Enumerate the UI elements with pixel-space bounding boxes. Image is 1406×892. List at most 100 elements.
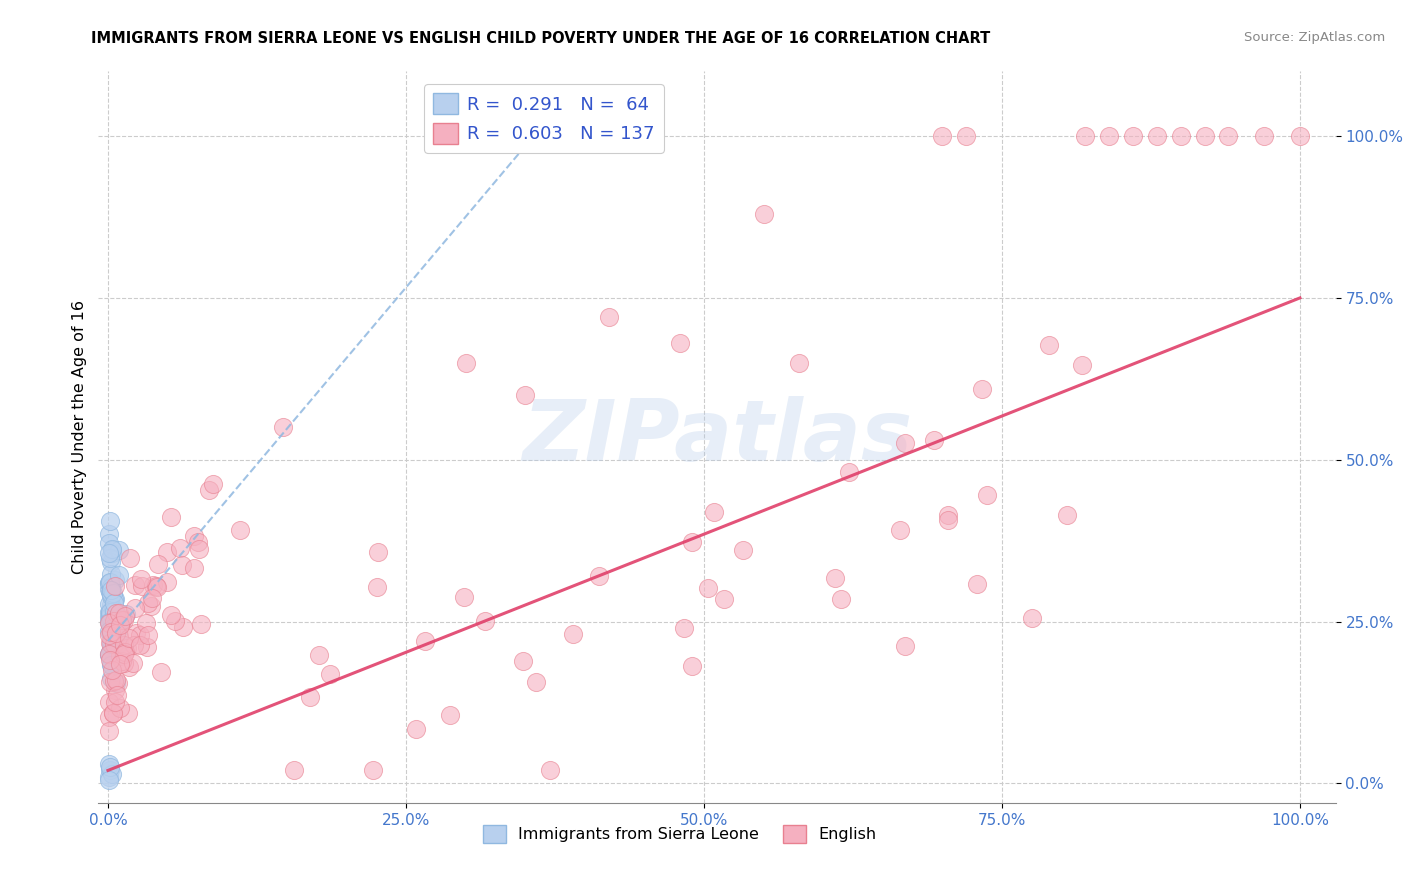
Point bbox=[108, 606, 131, 620]
Point bbox=[101, 706, 124, 721]
Point bbox=[669, 336, 692, 351]
Point bbox=[98, 575, 121, 590]
Point bbox=[100, 628, 122, 642]
Point bbox=[98, 710, 121, 724]
Point bbox=[100, 555, 122, 569]
Point bbox=[98, 675, 121, 690]
Point bbox=[114, 645, 136, 659]
Point bbox=[98, 764, 121, 778]
Point bbox=[931, 129, 953, 144]
Point bbox=[108, 649, 131, 664]
Point bbox=[103, 682, 125, 697]
Point bbox=[824, 571, 846, 585]
Point bbox=[752, 207, 775, 221]
Point bbox=[561, 626, 583, 640]
Point bbox=[98, 653, 121, 667]
Point bbox=[100, 671, 122, 685]
Point bbox=[117, 641, 139, 656]
Point bbox=[98, 723, 121, 738]
Point bbox=[100, 624, 122, 639]
Point bbox=[98, 770, 121, 784]
Point bbox=[103, 579, 125, 593]
Point bbox=[1021, 611, 1043, 625]
Point bbox=[100, 598, 122, 612]
Point bbox=[128, 628, 150, 642]
Point bbox=[413, 634, 436, 648]
Point bbox=[104, 607, 127, 621]
Point bbox=[100, 638, 122, 652]
Point bbox=[198, 483, 221, 498]
Point bbox=[98, 756, 121, 771]
Point bbox=[453, 590, 475, 604]
Point bbox=[190, 617, 212, 632]
Point bbox=[131, 579, 153, 593]
Point bbox=[114, 609, 136, 624]
Point bbox=[512, 654, 534, 668]
Point bbox=[98, 760, 121, 774]
Point bbox=[673, 621, 696, 635]
Point bbox=[100, 614, 122, 628]
Point bbox=[100, 587, 122, 601]
Point bbox=[160, 509, 183, 524]
Point bbox=[108, 636, 131, 650]
Point bbox=[104, 695, 127, 709]
Point bbox=[104, 613, 127, 627]
Point bbox=[100, 766, 122, 780]
Point bbox=[97, 648, 120, 662]
Point bbox=[98, 628, 121, 642]
Point bbox=[108, 629, 131, 643]
Point bbox=[1056, 508, 1078, 522]
Point bbox=[98, 695, 121, 709]
Point bbox=[129, 572, 152, 586]
Point bbox=[319, 667, 342, 681]
Point bbox=[830, 592, 852, 607]
Point bbox=[98, 636, 121, 650]
Text: ZIPatlas: ZIPatlas bbox=[522, 395, 912, 479]
Point bbox=[183, 529, 205, 543]
Point bbox=[146, 581, 169, 595]
Point bbox=[100, 589, 122, 603]
Point bbox=[105, 624, 128, 639]
Point bbox=[117, 706, 139, 720]
Point bbox=[118, 631, 141, 645]
Point bbox=[115, 607, 138, 621]
Point bbox=[893, 639, 915, 653]
Point bbox=[160, 608, 183, 623]
Point bbox=[97, 615, 120, 629]
Point bbox=[136, 628, 159, 642]
Point bbox=[98, 598, 121, 612]
Point bbox=[98, 551, 121, 566]
Point bbox=[118, 659, 141, 673]
Point bbox=[112, 613, 135, 627]
Point bbox=[97, 624, 120, 638]
Point bbox=[474, 614, 496, 628]
Point bbox=[124, 577, 146, 591]
Text: IMMIGRANTS FROM SIERRA LEONE VS ENGLISH CHILD POVERTY UNDER THE AGE OF 16 CORREL: IMMIGRANTS FROM SIERRA LEONE VS ENGLISH … bbox=[91, 31, 991, 46]
Point bbox=[100, 546, 122, 560]
Point bbox=[361, 764, 384, 778]
Point bbox=[103, 673, 125, 688]
Point bbox=[146, 557, 169, 571]
Point bbox=[103, 620, 125, 634]
Point bbox=[145, 579, 167, 593]
Point bbox=[124, 601, 146, 615]
Point bbox=[103, 637, 125, 651]
Point bbox=[149, 665, 172, 679]
Point bbox=[111, 613, 134, 627]
Point bbox=[111, 613, 134, 627]
Point bbox=[922, 434, 945, 448]
Point bbox=[183, 561, 205, 575]
Point bbox=[98, 773, 121, 788]
Point bbox=[98, 605, 121, 619]
Point bbox=[731, 543, 754, 558]
Point bbox=[103, 615, 125, 630]
Point bbox=[1038, 337, 1060, 351]
Point bbox=[172, 620, 194, 634]
Point bbox=[100, 580, 122, 594]
Point bbox=[787, 356, 810, 370]
Point bbox=[454, 356, 477, 370]
Point bbox=[112, 638, 135, 652]
Point bbox=[98, 585, 121, 599]
Point bbox=[271, 420, 294, 434]
Point bbox=[118, 551, 141, 566]
